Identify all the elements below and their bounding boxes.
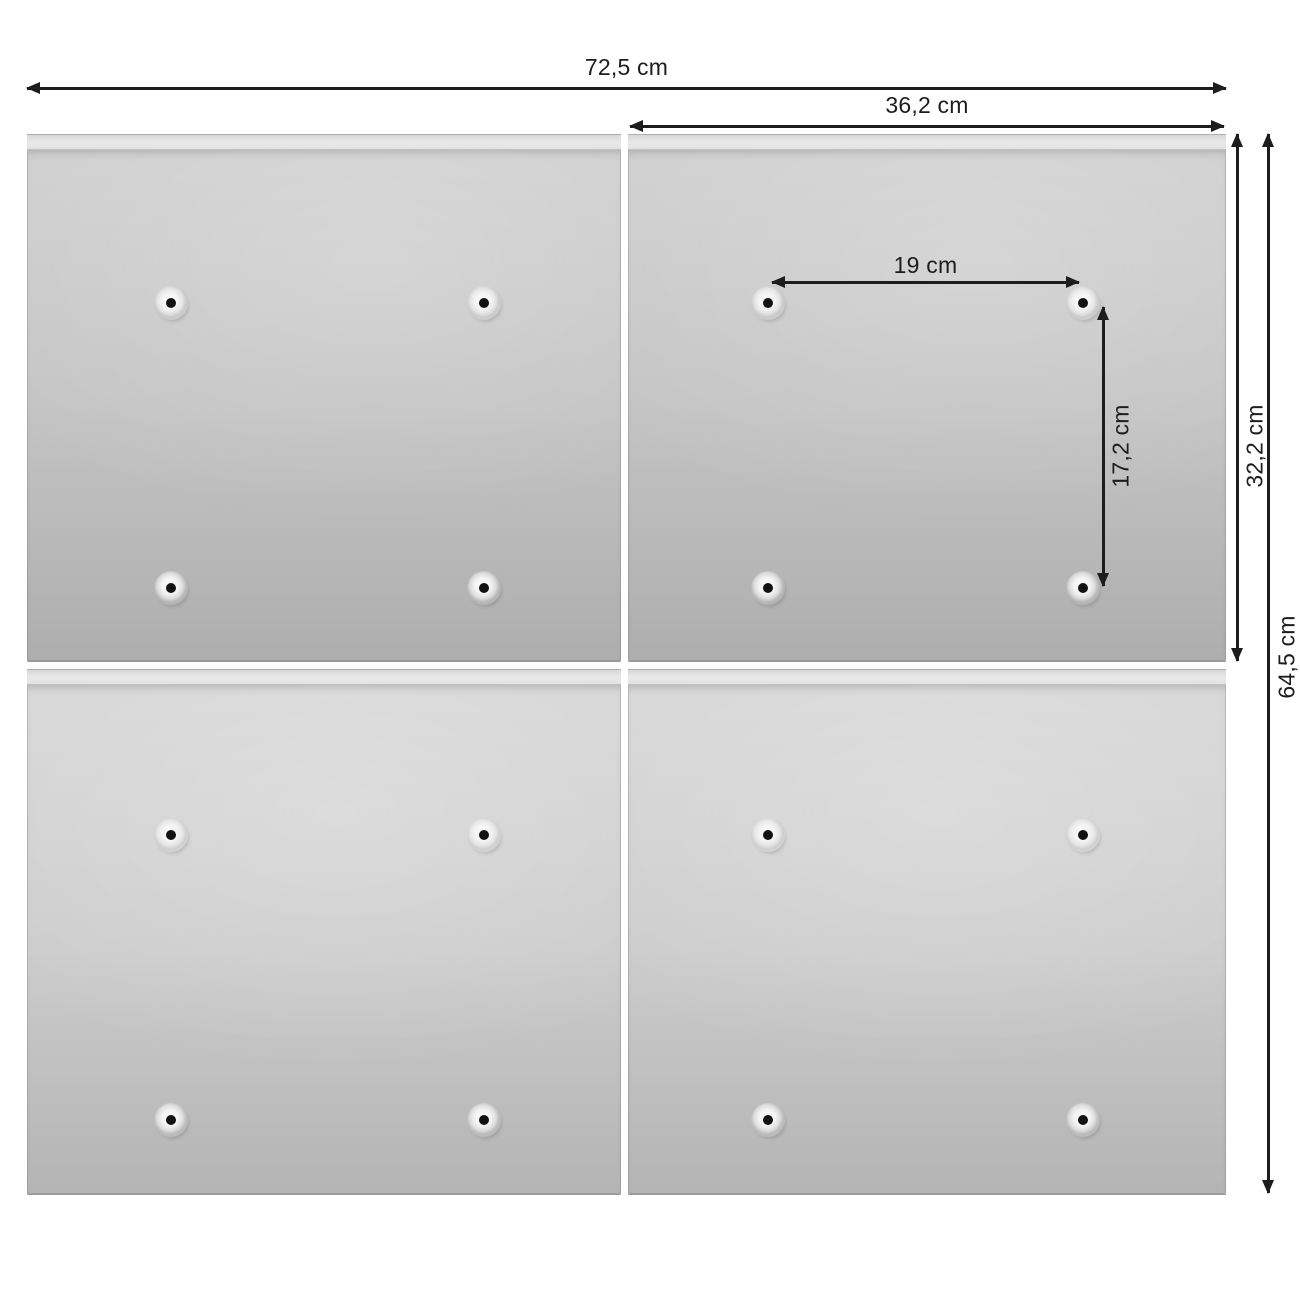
total-width-label: 72,5 cm xyxy=(584,54,669,80)
foot-center-dot xyxy=(479,1115,489,1125)
suction-foot xyxy=(154,1103,188,1137)
suction-foot xyxy=(1066,1103,1100,1137)
foot-center-dot xyxy=(763,1115,773,1125)
foot-center-dot xyxy=(1078,830,1088,840)
panel-surface xyxy=(628,685,1226,1195)
panel-width-label: 36,2 cm xyxy=(885,92,969,118)
suction-foot xyxy=(751,1103,785,1137)
panel-bottom-right xyxy=(628,669,1226,1195)
foot-center-dot xyxy=(166,298,176,308)
foot-center-dot xyxy=(1078,1115,1088,1125)
foot-spacing-horizontal-arrow xyxy=(771,276,1080,288)
total-height-label: 64,5 cm xyxy=(1273,615,1300,699)
foot-center-dot xyxy=(166,583,176,593)
panel-top-edge-strip xyxy=(27,134,621,150)
suction-foot xyxy=(467,286,501,320)
foot-center-dot xyxy=(479,298,489,308)
foot-spacing-vertical-arrow xyxy=(1097,306,1109,587)
panel-top-edge-strip xyxy=(628,134,1226,150)
total-height-arrow xyxy=(1262,133,1274,1194)
foot-center-dot xyxy=(1078,583,1088,593)
foot-center-dot xyxy=(1078,298,1088,308)
suction-foot xyxy=(154,286,188,320)
suction-foot xyxy=(751,286,785,320)
panel-bottom-left xyxy=(27,669,621,1195)
suction-foot xyxy=(751,571,785,605)
panel-surface xyxy=(628,150,1226,662)
suction-foot xyxy=(751,818,785,852)
foot-center-dot xyxy=(763,830,773,840)
panel-surface xyxy=(27,150,621,662)
foot-spacing-vertical-label: 17,2 cm xyxy=(1107,404,1134,488)
foot-center-dot xyxy=(166,1115,176,1125)
panel-width-arrow xyxy=(629,120,1225,132)
foot-center-dot xyxy=(763,583,773,593)
panel-surface xyxy=(27,685,621,1195)
panel-top-edge-strip xyxy=(628,669,1226,685)
suction-foot xyxy=(1066,286,1100,320)
panel-height-label: 32,2 cm xyxy=(1241,404,1268,488)
panel-top-edge-strip xyxy=(27,669,621,685)
suction-foot xyxy=(1066,571,1100,605)
total-width-arrow xyxy=(26,82,1227,94)
suction-foot xyxy=(467,1103,501,1137)
foot-center-dot xyxy=(763,298,773,308)
foot-spacing-horizontal-label: 19 cm xyxy=(893,252,958,278)
suction-foot xyxy=(467,818,501,852)
suction-foot xyxy=(154,571,188,605)
panel-top-left xyxy=(27,134,621,662)
foot-center-dot xyxy=(166,830,176,840)
foot-center-dot xyxy=(479,583,489,593)
panel-height-arrow xyxy=(1231,133,1243,662)
suction-foot xyxy=(1066,818,1100,852)
panel-top-right xyxy=(628,134,1226,662)
suction-foot xyxy=(154,818,188,852)
suction-foot xyxy=(467,571,501,605)
foot-center-dot xyxy=(479,830,489,840)
